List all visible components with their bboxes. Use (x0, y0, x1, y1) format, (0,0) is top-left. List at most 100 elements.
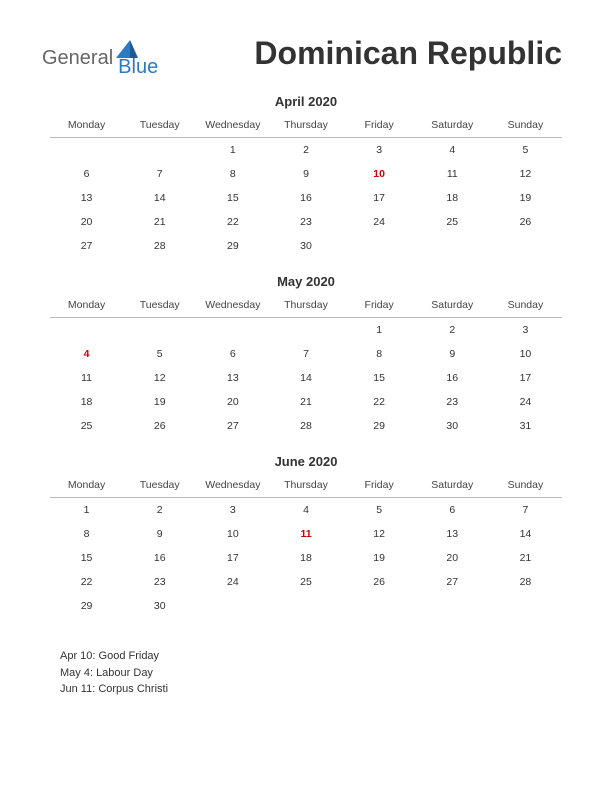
calendar-cell: 12 (343, 522, 416, 546)
calendar-cell: 2 (269, 138, 342, 163)
calendar-cell: 13 (50, 186, 123, 210)
calendar-cell: 9 (269, 162, 342, 186)
calendar-cell: 29 (50, 594, 123, 618)
calendar-cell: 28 (269, 414, 342, 438)
calendar-cell: 30 (416, 414, 489, 438)
calendar-cell: 11 (269, 522, 342, 546)
calendar-cell: 5 (489, 138, 562, 163)
holiday-entry: Jun 11: Corpus Christi (60, 681, 612, 698)
calendar-cell: 8 (196, 162, 269, 186)
day-header: Wednesday (196, 295, 269, 318)
calendar-row: 22232425262728 (50, 570, 562, 594)
calendar-cell: 8 (343, 342, 416, 366)
calendar-cell: 29 (196, 234, 269, 258)
calendar-cell: 15 (196, 186, 269, 210)
day-header: Saturday (416, 115, 489, 138)
logo-text-blue: Blue (118, 56, 158, 79)
calendar-cell: 31 (489, 414, 562, 438)
calendar-cell: 5 (343, 498, 416, 523)
calendar-cell: 4 (416, 138, 489, 163)
calendar-cell: 23 (416, 390, 489, 414)
calendar-cell: 14 (269, 366, 342, 390)
calendar-cell: 9 (123, 522, 196, 546)
calendar-cell: 23 (269, 210, 342, 234)
calendar-cell: 12 (489, 162, 562, 186)
calendar-cell: 8 (50, 522, 123, 546)
calendar-cell: 22 (343, 390, 416, 414)
calendar-cell: 15 (343, 366, 416, 390)
day-header: Monday (50, 115, 123, 138)
day-header: Wednesday (196, 475, 269, 498)
calendar-cell: 13 (196, 366, 269, 390)
calendar-cell: 16 (416, 366, 489, 390)
calendar-cell: 11 (416, 162, 489, 186)
calendar-row: 20212223242526 (50, 210, 562, 234)
calendar-cell (343, 234, 416, 258)
day-header: Sunday (489, 475, 562, 498)
day-header: Wednesday (196, 115, 269, 138)
calendar-cell: 9 (416, 342, 489, 366)
calendar-cell (489, 594, 562, 618)
calendar-cell (416, 234, 489, 258)
month-block: April 2020MondayTuesdayWednesdayThursday… (50, 90, 562, 258)
calendar-cell: 20 (196, 390, 269, 414)
calendar-cell: 14 (489, 522, 562, 546)
calendar-cell: 4 (50, 342, 123, 366)
calendar-cell (123, 138, 196, 163)
months-container: April 2020MondayTuesdayWednesdayThursday… (0, 90, 612, 618)
page-title: Dominican Republic (254, 35, 562, 72)
month-title: May 2020 (50, 270, 562, 295)
calendar-cell: 16 (269, 186, 342, 210)
day-header: Sunday (489, 115, 562, 138)
calendar-cell (196, 594, 269, 618)
calendar-cell: 10 (196, 522, 269, 546)
calendar-cell: 16 (123, 546, 196, 570)
calendar-row: 1234567 (50, 498, 562, 523)
calendar-row: 891011121314 (50, 522, 562, 546)
holidays-list: Apr 10: Good FridayMay 4: Labour DayJun … (0, 630, 612, 698)
calendar-row: 11121314151617 (50, 366, 562, 390)
calendar-cell: 10 (489, 342, 562, 366)
calendar-cell: 1 (196, 138, 269, 163)
day-header: Sunday (489, 295, 562, 318)
calendar-cell: 18 (50, 390, 123, 414)
day-header: Monday (50, 295, 123, 318)
calendar-cell: 5 (123, 342, 196, 366)
calendar-cell: 24 (196, 570, 269, 594)
calendar-table: MondayTuesdayWednesdayThursdayFridaySatu… (50, 295, 562, 438)
calendar-cell: 4 (269, 498, 342, 523)
holiday-entry: May 4: Labour Day (60, 665, 612, 682)
calendar-cell: 19 (343, 546, 416, 570)
calendar-cell: 29 (343, 414, 416, 438)
calendar-row: 6789101112 (50, 162, 562, 186)
day-header: Thursday (269, 475, 342, 498)
calendar-cell: 24 (343, 210, 416, 234)
calendar-cell: 30 (269, 234, 342, 258)
calendar-cell: 28 (489, 570, 562, 594)
calendar-row: 25262728293031 (50, 414, 562, 438)
month-title: April 2020 (50, 90, 562, 115)
month-title: June 2020 (50, 450, 562, 475)
calendar-cell (269, 318, 342, 343)
calendar-row: 2930 (50, 594, 562, 618)
calendar-cell: 18 (416, 186, 489, 210)
calendar-cell: 26 (489, 210, 562, 234)
calendar-cell: 25 (269, 570, 342, 594)
calendar-cell (123, 318, 196, 343)
calendar-cell: 27 (196, 414, 269, 438)
calendar-cell: 18 (269, 546, 342, 570)
day-header: Saturday (416, 475, 489, 498)
calendar-cell: 23 (123, 570, 196, 594)
calendar-cell: 13 (416, 522, 489, 546)
calendar-row: 12345 (50, 138, 562, 163)
day-header: Tuesday (123, 475, 196, 498)
calendar-cell: 17 (196, 546, 269, 570)
calendar-cell: 17 (343, 186, 416, 210)
calendar-cell: 19 (123, 390, 196, 414)
calendar-cell (269, 594, 342, 618)
calendar-cell: 17 (489, 366, 562, 390)
calendar-cell: 28 (123, 234, 196, 258)
calendar-cell (489, 234, 562, 258)
calendar-cell (343, 594, 416, 618)
day-header: Friday (343, 295, 416, 318)
